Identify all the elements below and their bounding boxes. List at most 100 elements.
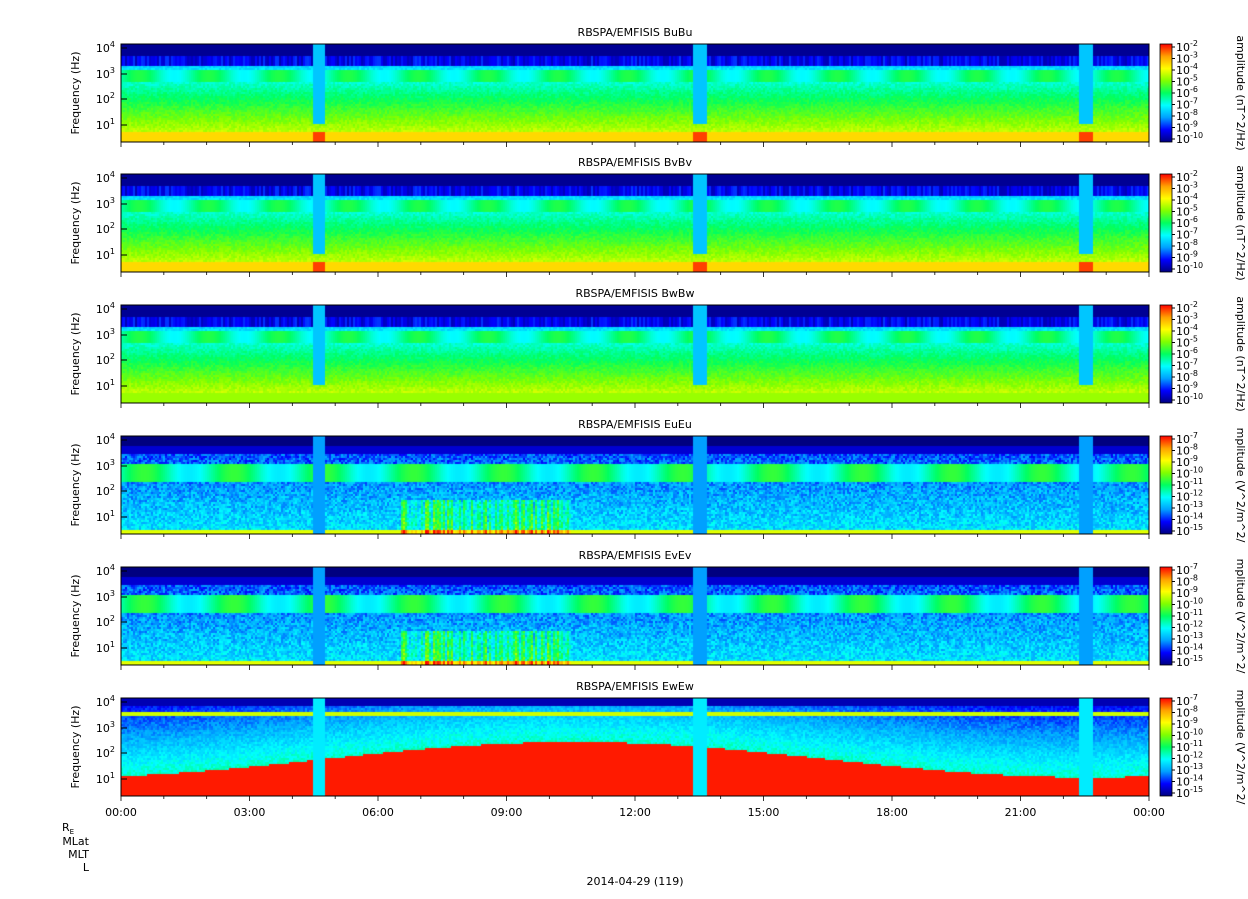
panel-title: RBSPA/EMFISIS EwEw	[576, 680, 694, 693]
y-axis-label: Frequency (Hz)	[69, 575, 82, 658]
spectrogram-image	[121, 44, 1149, 142]
spectrogram-panels: RBSPA/EMFISIS BuBu 104 103 102 101 Frequency …	[69, 26, 1247, 805]
panel-title: RBSPA/EMFISIS BvBv	[578, 156, 692, 169]
colorbar-label: mplitude (V^2/m^2/	[1234, 428, 1247, 543]
colorbar-tick-label: 10-15	[1176, 654, 1203, 669]
panel-e-3: RBSPA/EMFISIS EuEu 104 103 102 101 Frequency …	[69, 418, 1247, 543]
colorbar-tick-label: 10-13	[1176, 762, 1203, 777]
colorbar	[1159, 566, 1173, 666]
x-tick-label: 09:00	[491, 806, 523, 819]
ephem-label-mlat: MLat	[62, 835, 89, 848]
y-tick-label: 102	[96, 221, 115, 236]
panel-e-4: RBSPA/EMFISIS EvEv 104 103 102 101 Frequency …	[69, 549, 1247, 674]
colorbar	[1159, 43, 1173, 143]
y-axis-label: Frequency (Hz)	[69, 313, 82, 396]
y-tick-label: 102	[96, 352, 115, 367]
x-tick-label: 21:00	[1005, 806, 1037, 819]
y-tick-label: 104	[96, 170, 115, 185]
colorbar-tick-label: 10-2	[1176, 39, 1198, 54]
colorbar-tick-label: 10-12	[1176, 489, 1203, 504]
x-tick-label: 00:00	[105, 806, 137, 819]
panel-title: RBSPA/EMFISIS EuEu	[578, 418, 692, 431]
ephem-label-mlt: MLT	[68, 848, 89, 861]
colorbar-tick-label: 10-3	[1176, 181, 1198, 196]
panel-b-1: RBSPA/EMFISIS BvBv 104 103 102 101 Frequency …	[69, 156, 1247, 281]
y-tick-label: 103	[96, 196, 115, 211]
y-axis-label: Frequency (Hz)	[69, 706, 82, 789]
colorbar-tick-label: 10-15	[1176, 523, 1203, 538]
spectrogram-image	[121, 436, 1149, 534]
colorbar-label: mplitude (V^2/m^2/	[1234, 690, 1247, 805]
colorbar-tick-label: 10-14	[1176, 774, 1203, 789]
colorbar-label: amplitude (nT^2/Hz)	[1234, 35, 1247, 150]
colorbar-tick-label: 10-7	[1176, 97, 1198, 112]
panel-ew-5: RBSPA/EMFISIS EwEw 104 103 102 101 Frequency …	[69, 680, 1247, 805]
y-axis-label: Frequency (Hz)	[69, 182, 82, 265]
y-tick-label: 102	[96, 91, 115, 106]
colorbar-tick-label: 10-4	[1176, 323, 1198, 338]
spectrogram-image	[121, 698, 1149, 796]
y-tick-label: 103	[96, 327, 115, 342]
x-tick-label: 00:00	[1133, 806, 1165, 819]
colorbar-tick-label: 10-8	[1176, 443, 1198, 458]
spectrogram-image	[121, 567, 1149, 665]
colorbar-tick-label: 10-8	[1176, 705, 1198, 720]
colorbar-tick-label: 10-12	[1176, 620, 1203, 635]
ephem-re-label: RE	[62, 821, 74, 836]
y-axis-label: Frequency (Hz)	[69, 52, 82, 135]
y-tick-label: 101	[96, 509, 115, 524]
colorbar-tick-label: 10-5	[1176, 204, 1198, 219]
y-tick-label: 102	[96, 614, 115, 629]
y-tick-label: 102	[96, 745, 115, 760]
colorbar-tick-label: 10-9	[1176, 381, 1198, 396]
panel-title: RBSPA/EMFISIS EvEv	[579, 549, 692, 562]
colorbar-tick-label: 10-5	[1176, 74, 1198, 89]
colorbar-tick-label: 10-10	[1176, 728, 1203, 743]
colorbar	[1159, 173, 1173, 273]
colorbar-tick-label: 10-6	[1176, 85, 1198, 100]
ephem-label-l: L	[83, 861, 90, 874]
colorbar-tick-label: 10-3	[1176, 51, 1198, 66]
colorbar-tick-label: 10-2	[1176, 169, 1198, 184]
x-tick-label: 12:00	[619, 806, 651, 819]
panel-title: RBSPA/EMFISIS BuBu	[578, 26, 693, 39]
colorbar-tick-label: 10-6	[1176, 346, 1198, 361]
colorbar-tick-label: 10-9	[1176, 454, 1198, 469]
colorbar-tick-label: 10-9	[1176, 250, 1198, 265]
y-tick-label: 103	[96, 458, 115, 473]
colorbar-tick-label: 10-10	[1176, 392, 1203, 407]
y-tick-label: 101	[96, 640, 115, 655]
colorbar-tick-label: 10-8	[1176, 574, 1198, 589]
colorbar-tick-label: 10-8	[1176, 238, 1198, 253]
colorbar	[1159, 435, 1173, 535]
x-tick-label: 03:00	[234, 806, 266, 819]
y-tick-label: 104	[96, 301, 115, 316]
y-tick-label: 101	[96, 117, 115, 132]
colorbar	[1159, 304, 1173, 404]
colorbar-label: mplitude (V^2/m^2/	[1234, 559, 1247, 674]
colorbar-tick-label: 10-7	[1176, 562, 1198, 577]
colorbar-tick-label: 10-8	[1176, 369, 1198, 384]
colorbar-tick-label: 10-10	[1176, 597, 1203, 612]
y-tick-label: 103	[96, 589, 115, 604]
colorbar-tick-label: 10-11	[1176, 477, 1203, 492]
y-tick-label: 101	[96, 247, 115, 262]
colorbar-tick-label: 10-7	[1176, 431, 1198, 446]
colorbar-tick-label: 10-14	[1176, 643, 1203, 658]
colorbar-tick-label: 10-7	[1176, 358, 1198, 373]
spectrogram-image	[121, 174, 1149, 272]
colorbar-tick-label: 10-9	[1176, 716, 1198, 731]
y-tick-label: 101	[96, 378, 115, 393]
spectrogram-image	[121, 305, 1149, 403]
colorbar-tick-label: 10-14	[1176, 512, 1203, 527]
y-tick-label: 104	[96, 694, 115, 709]
colorbar-tick-label: 10-11	[1176, 608, 1203, 623]
colorbar-tick-label: 10-5	[1176, 335, 1198, 350]
colorbar-tick-label: 10-4	[1176, 192, 1198, 207]
colorbar-tick-label: 10-10	[1176, 466, 1203, 481]
colorbar-tick-label: 10-10	[1176, 261, 1203, 276]
colorbar-tick-label: 10-15	[1176, 785, 1203, 800]
colorbar-tick-label: 10-7	[1176, 227, 1198, 242]
